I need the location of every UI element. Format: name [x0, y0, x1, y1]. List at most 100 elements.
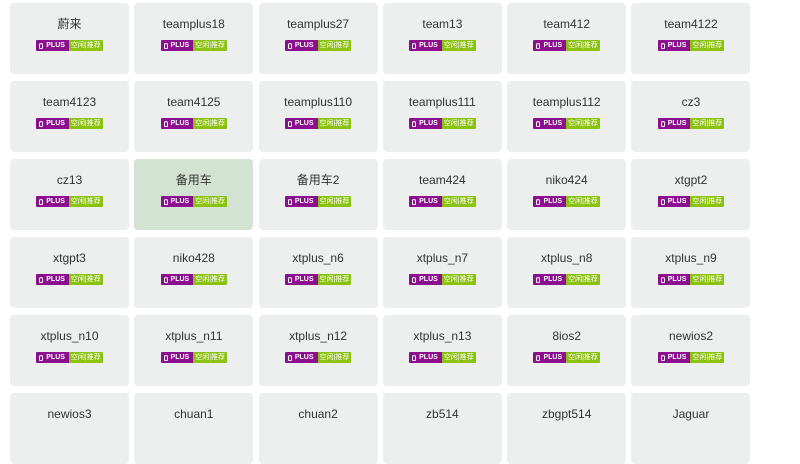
plus-badge: PLUS [284, 274, 318, 285]
car-card[interactable]: team13 PLUS 空闲|推荐 [382, 3, 502, 74]
car-card[interactable]: team4125 PLUS 空闲|推荐 [134, 81, 254, 152]
bulb-icon [163, 354, 168, 361]
car-card[interactable]: zb514 [382, 393, 502, 464]
car-card[interactable]: teamplus111 PLUS 空闲|推荐 [382, 81, 502, 152]
car-card[interactable]: niko428 PLUS 空闲|推荐 [134, 237, 254, 308]
plus-badge: PLUS [160, 352, 194, 363]
bulb-icon [660, 354, 665, 361]
plus-badge: PLUS [409, 352, 442, 363]
car-name: 蔚来 [57, 17, 82, 31]
car-card[interactable]: xtplus_n13 PLUS 空闲|推荐 [382, 315, 502, 386]
bulb-icon [412, 42, 417, 49]
plus-label: PLUS [667, 120, 687, 127]
plus-label: PLUS [46, 120, 65, 127]
plus-label: PLUS [419, 198, 438, 205]
car-card[interactable]: niko424 PLUS 空闲|推荐 [507, 159, 627, 230]
bulb-icon [412, 276, 417, 283]
plan-badge: PLUS 空闲|推荐 [36, 274, 103, 285]
car-name: xtgpt2 [674, 173, 708, 187]
car-card[interactable]: xtgpt2 PLUS 空闲|推荐 [631, 159, 751, 230]
car-card[interactable]: newios2 PLUS 空闲|推荐 [631, 315, 751, 386]
car-name: team4122 [664, 17, 718, 31]
car-card[interactable]: teamplus18 PLUS 空闲|推荐 [134, 3, 254, 74]
plus-badge: PLUS [160, 118, 194, 129]
car-card[interactable]: 蔚来 PLUS 空闲|推荐 [10, 3, 129, 74]
car-card[interactable]: team4122 PLUS 空闲|推荐 [631, 3, 751, 74]
status-badge: 空闲|推荐 [690, 274, 725, 285]
bulb-icon [660, 276, 665, 283]
plan-badge: PLUS 空闲|推荐 [160, 352, 228, 363]
car-name: team13 [422, 17, 463, 31]
plan-badge: PLUS 空闲|推荐 [533, 118, 600, 129]
plus-badge: PLUS [160, 40, 194, 51]
car-name: zbgpt514 [541, 407, 592, 421]
car-card[interactable]: xtplus_n7 PLUS 空闲|推荐 [382, 237, 502, 308]
plus-label: PLUS [294, 120, 314, 127]
status-badge: 空闲|推荐 [690, 40, 725, 51]
car-card[interactable]: teamplus112 PLUS 空闲|推荐 [507, 81, 627, 152]
car-card[interactable]: xtplus_n10 PLUS 空闲|推荐 [10, 315, 129, 386]
status-badge: 空闲|推荐 [566, 40, 600, 51]
plan-badge: PLUS 空闲|推荐 [284, 40, 352, 51]
bulb-icon [660, 120, 665, 127]
plus-label: PLUS [46, 354, 65, 361]
plan-badge: PLUS 空闲|推荐 [657, 352, 725, 363]
plan-badge: PLUS 空闲|推荐 [657, 196, 725, 207]
car-name: xtplus_n11 [165, 329, 223, 343]
plus-badge: PLUS [284, 118, 318, 129]
plus-badge: PLUS [533, 118, 567, 129]
car-card[interactable]: chuan2 [258, 393, 378, 464]
status-badge: 空闲|推荐 [690, 118, 725, 129]
car-card[interactable]: team412 PLUS 空闲|推荐 [507, 3, 627, 74]
plus-label: PLUS [294, 354, 314, 361]
status-badge: 空闲|推荐 [193, 196, 228, 207]
car-card[interactable]: 备用车2 PLUS 空闲|推荐 [258, 159, 378, 230]
car-card[interactable]: 备用车 PLUS 空闲|推荐 [134, 159, 254, 230]
car-card[interactable]: 8ios2 PLUS 空闲|推荐 [507, 315, 627, 386]
plus-badge: PLUS [657, 40, 691, 51]
car-card[interactable]: xtgpt3 PLUS 空闲|推荐 [10, 237, 129, 308]
car-name: xtplus_n6 [292, 251, 344, 265]
plan-badge: PLUS 空闲|推荐 [284, 274, 352, 285]
bulb-icon [536, 120, 541, 127]
status-badge: 空闲|推荐 [68, 40, 103, 51]
status-badge: 空闲|推荐 [441, 196, 476, 207]
plus-badge: PLUS [409, 40, 442, 51]
plus-badge: PLUS [409, 196, 442, 207]
status-badge: 空闲|推荐 [441, 118, 476, 129]
car-card[interactable]: xtplus_n11 PLUS 空闲|推荐 [134, 315, 254, 386]
bulb-icon [163, 120, 168, 127]
car-card[interactable]: Jaguar [631, 393, 751, 464]
car-card[interactable]: xtplus_n6 PLUS 空闲|推荐 [258, 237, 378, 308]
car-name: team424 [419, 173, 466, 187]
car-card[interactable]: zbgpt514 [507, 393, 627, 464]
car-name: teamplus111 [408, 95, 476, 109]
plus-label: PLUS [294, 276, 314, 283]
car-card[interactable]: teamplus110 PLUS 空闲|推荐 [258, 81, 378, 152]
status-badge: 空闲|推荐 [690, 352, 725, 363]
car-card[interactable]: cz3 PLUS 空闲|推荐 [631, 81, 751, 152]
car-card[interactable]: chuan1 [134, 393, 254, 464]
car-card[interactable]: xtplus_n9 PLUS 空闲|推荐 [631, 237, 751, 308]
car-card[interactable]: xtplus_n12 PLUS 空闲|推荐 [258, 315, 378, 386]
car-card[interactable]: cz13 PLUS 空闲|推荐 [10, 159, 129, 230]
status-badge: 空闲|推荐 [68, 196, 103, 207]
car-card[interactable]: team424 PLUS 空闲|推荐 [382, 159, 502, 230]
plan-badge: PLUS 空闲|推荐 [533, 196, 600, 207]
car-name: team412 [543, 17, 591, 31]
plus-label: PLUS [46, 198, 65, 205]
car-card[interactable]: teamplus27 PLUS 空闲|推荐 [258, 3, 378, 74]
plan-badge: PLUS 空闲|推荐 [409, 40, 476, 51]
plus-badge: PLUS [657, 118, 691, 129]
car-card[interactable]: team4123 PLUS 空闲|推荐 [10, 81, 129, 152]
bulb-icon [39, 120, 44, 127]
car-name: team4125 [167, 95, 221, 109]
plus-label: PLUS [294, 42, 314, 49]
plan-badge: PLUS 空闲|推荐 [409, 196, 476, 207]
plus-badge: PLUS [36, 274, 69, 285]
car-card[interactable]: xtplus_n8 PLUS 空闲|推荐 [507, 237, 627, 308]
plus-badge: PLUS [533, 40, 567, 51]
plus-label: PLUS [419, 276, 438, 283]
car-card[interactable]: newios3 [10, 393, 129, 464]
plus-label: PLUS [419, 42, 438, 49]
